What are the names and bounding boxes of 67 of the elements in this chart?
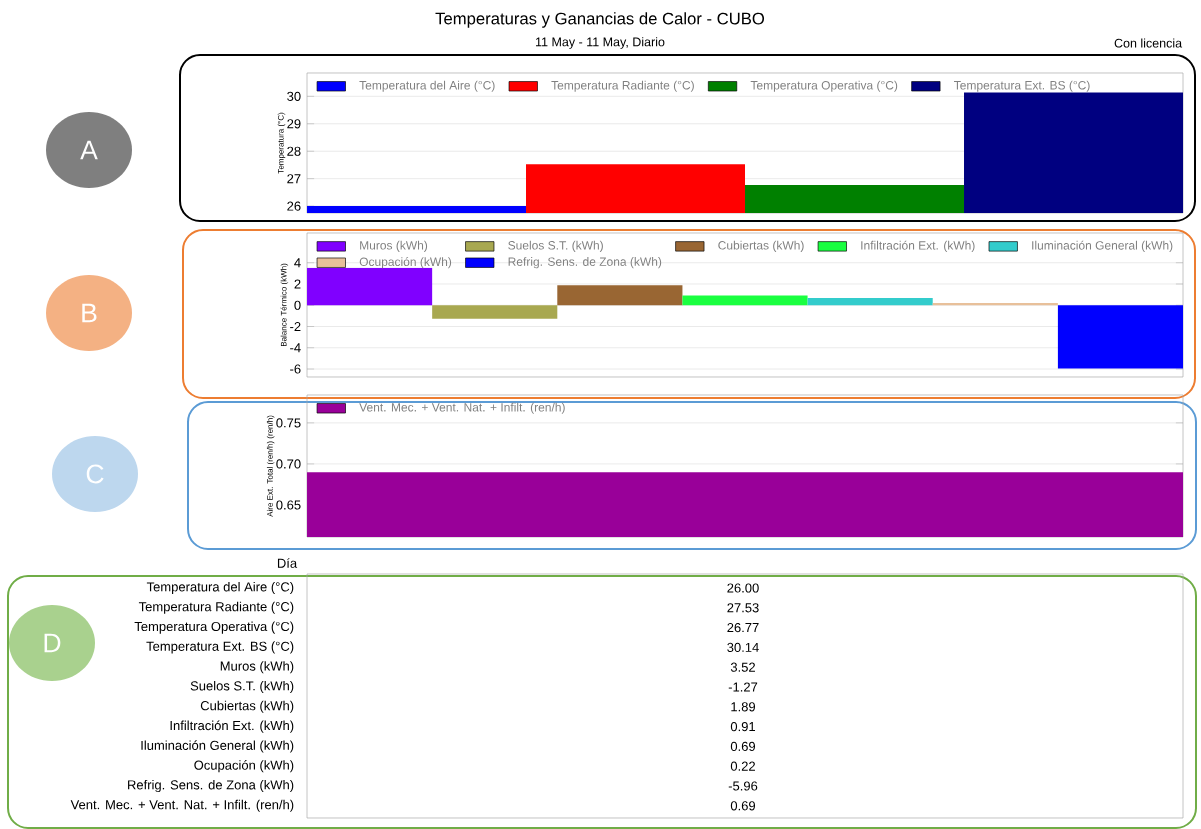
- y-tick-label: 2: [294, 279, 301, 289]
- text: 30.14: [727, 642, 759, 652]
- y-tick-label: 26: [287, 201, 301, 211]
- category-label: Refrig. Sens. de Zona (kWh): [128, 779, 294, 793]
- text: 0.91: [730, 721, 756, 732]
- bar: [432, 305, 558, 319]
- category-label: Suelos S.T. (kWh): [190, 680, 294, 694]
- text: 27.53: [727, 603, 759, 613]
- text: -5.96: [728, 781, 758, 791]
- bar: [557, 285, 683, 306]
- category-label: Cubiertas (kWh): [200, 700, 294, 713]
- text: 1.89: [731, 702, 756, 712]
- category-label: Temperatura Ext. BS (°C): [146, 641, 294, 654]
- y-tick-label: 29: [287, 119, 301, 129]
- legend-label: Suelos S.T. (kWh): [508, 240, 603, 252]
- y-tick-label: 0: [294, 300, 301, 310]
- chart-title: Temperaturas y Ganancias de Calor - CUBO: [435, 12, 765, 28]
- category-label: Temperatura del Aire (°C): [146, 581, 294, 595]
- category-label: Muros (kWh): [220, 661, 294, 674]
- chart-subtitle: 11 May - 11 May, Diario: [536, 37, 665, 49]
- text: A: [80, 140, 98, 160]
- text: 26.77: [727, 622, 759, 633]
- bar: [682, 295, 808, 306]
- category-label: Infiltración Ext. (kWh): [170, 720, 294, 733]
- legend-label: Iluminación General (kWh): [1032, 240, 1173, 253]
- legend-label: Temperatura Radiante (°C): [551, 80, 694, 92]
- legend-label: Vent. Mec. + Vent. Nat. + Infilt. (ren/h): [359, 402, 565, 414]
- bar: [307, 267, 433, 306]
- text: B: [82, 303, 97, 323]
- text: 0.22: [730, 761, 755, 771]
- y-tick-label: 0.65: [276, 500, 301, 510]
- y-axis-title: Aire Ext. Total (ren/h) (ren/h): [266, 415, 275, 517]
- legend-label: Cubiertas (kWh): [718, 240, 804, 252]
- legend-label: Temperatura Operativa (°C): [750, 80, 898, 92]
- text: 3.52: [730, 662, 755, 672]
- legend-label: Ocupación (kWh): [359, 257, 452, 269]
- category-label: Ocupación (kWh): [194, 760, 294, 773]
- y-axis-title: Balance Térmico (kWh): [280, 263, 289, 347]
- category-label: Iluminación General (kWh): [141, 740, 294, 753]
- text: 0.69: [730, 741, 756, 751]
- legend-label: Temperatura Ext. BS (°C): [954, 80, 1090, 92]
- y-tick-label: 27: [287, 174, 301, 184]
- y-tick-label: -2: [290, 321, 301, 332]
- category-label: Temperatura Radiante (°C): [138, 601, 294, 614]
- y-tick-label: 30: [287, 91, 301, 101]
- text: D: [44, 633, 61, 653]
- category-label: Vent. Mec. + Vent. Nat. + Infilt. (ren/h): [70, 799, 294, 812]
- text: Con licencia: [1114, 38, 1183, 48]
- legend-label: Muros (kWh): [360, 240, 428, 252]
- y-tick-label: -6: [290, 364, 301, 374]
- bar: [807, 297, 933, 306]
- text: C: [86, 464, 104, 484]
- legend-label: Infiltración Ext. (kWh): [861, 240, 975, 253]
- text: 0.69: [730, 801, 756, 811]
- y-tick-label: 4: [294, 258, 301, 268]
- y-tick-label: 0.75: [276, 418, 301, 428]
- legend-label: Refrig. Sens. de Zona (kWh): [508, 257, 662, 269]
- legend-label: Temperatura del Aire (°C): [359, 80, 495, 92]
- y-axis-title: Temperatura (°C): [277, 112, 286, 174]
- text: -1.27: [728, 682, 758, 692]
- bar: [1057, 305, 1184, 369]
- text: Día: [277, 558, 298, 568]
- text: 26.00: [727, 583, 759, 593]
- category-label: Temperatura Operativa (°C): [134, 621, 294, 634]
- y-tick-label: 0.70: [276, 459, 301, 469]
- y-tick-label: 28: [287, 146, 301, 156]
- y-tick-label: -4: [290, 343, 301, 353]
